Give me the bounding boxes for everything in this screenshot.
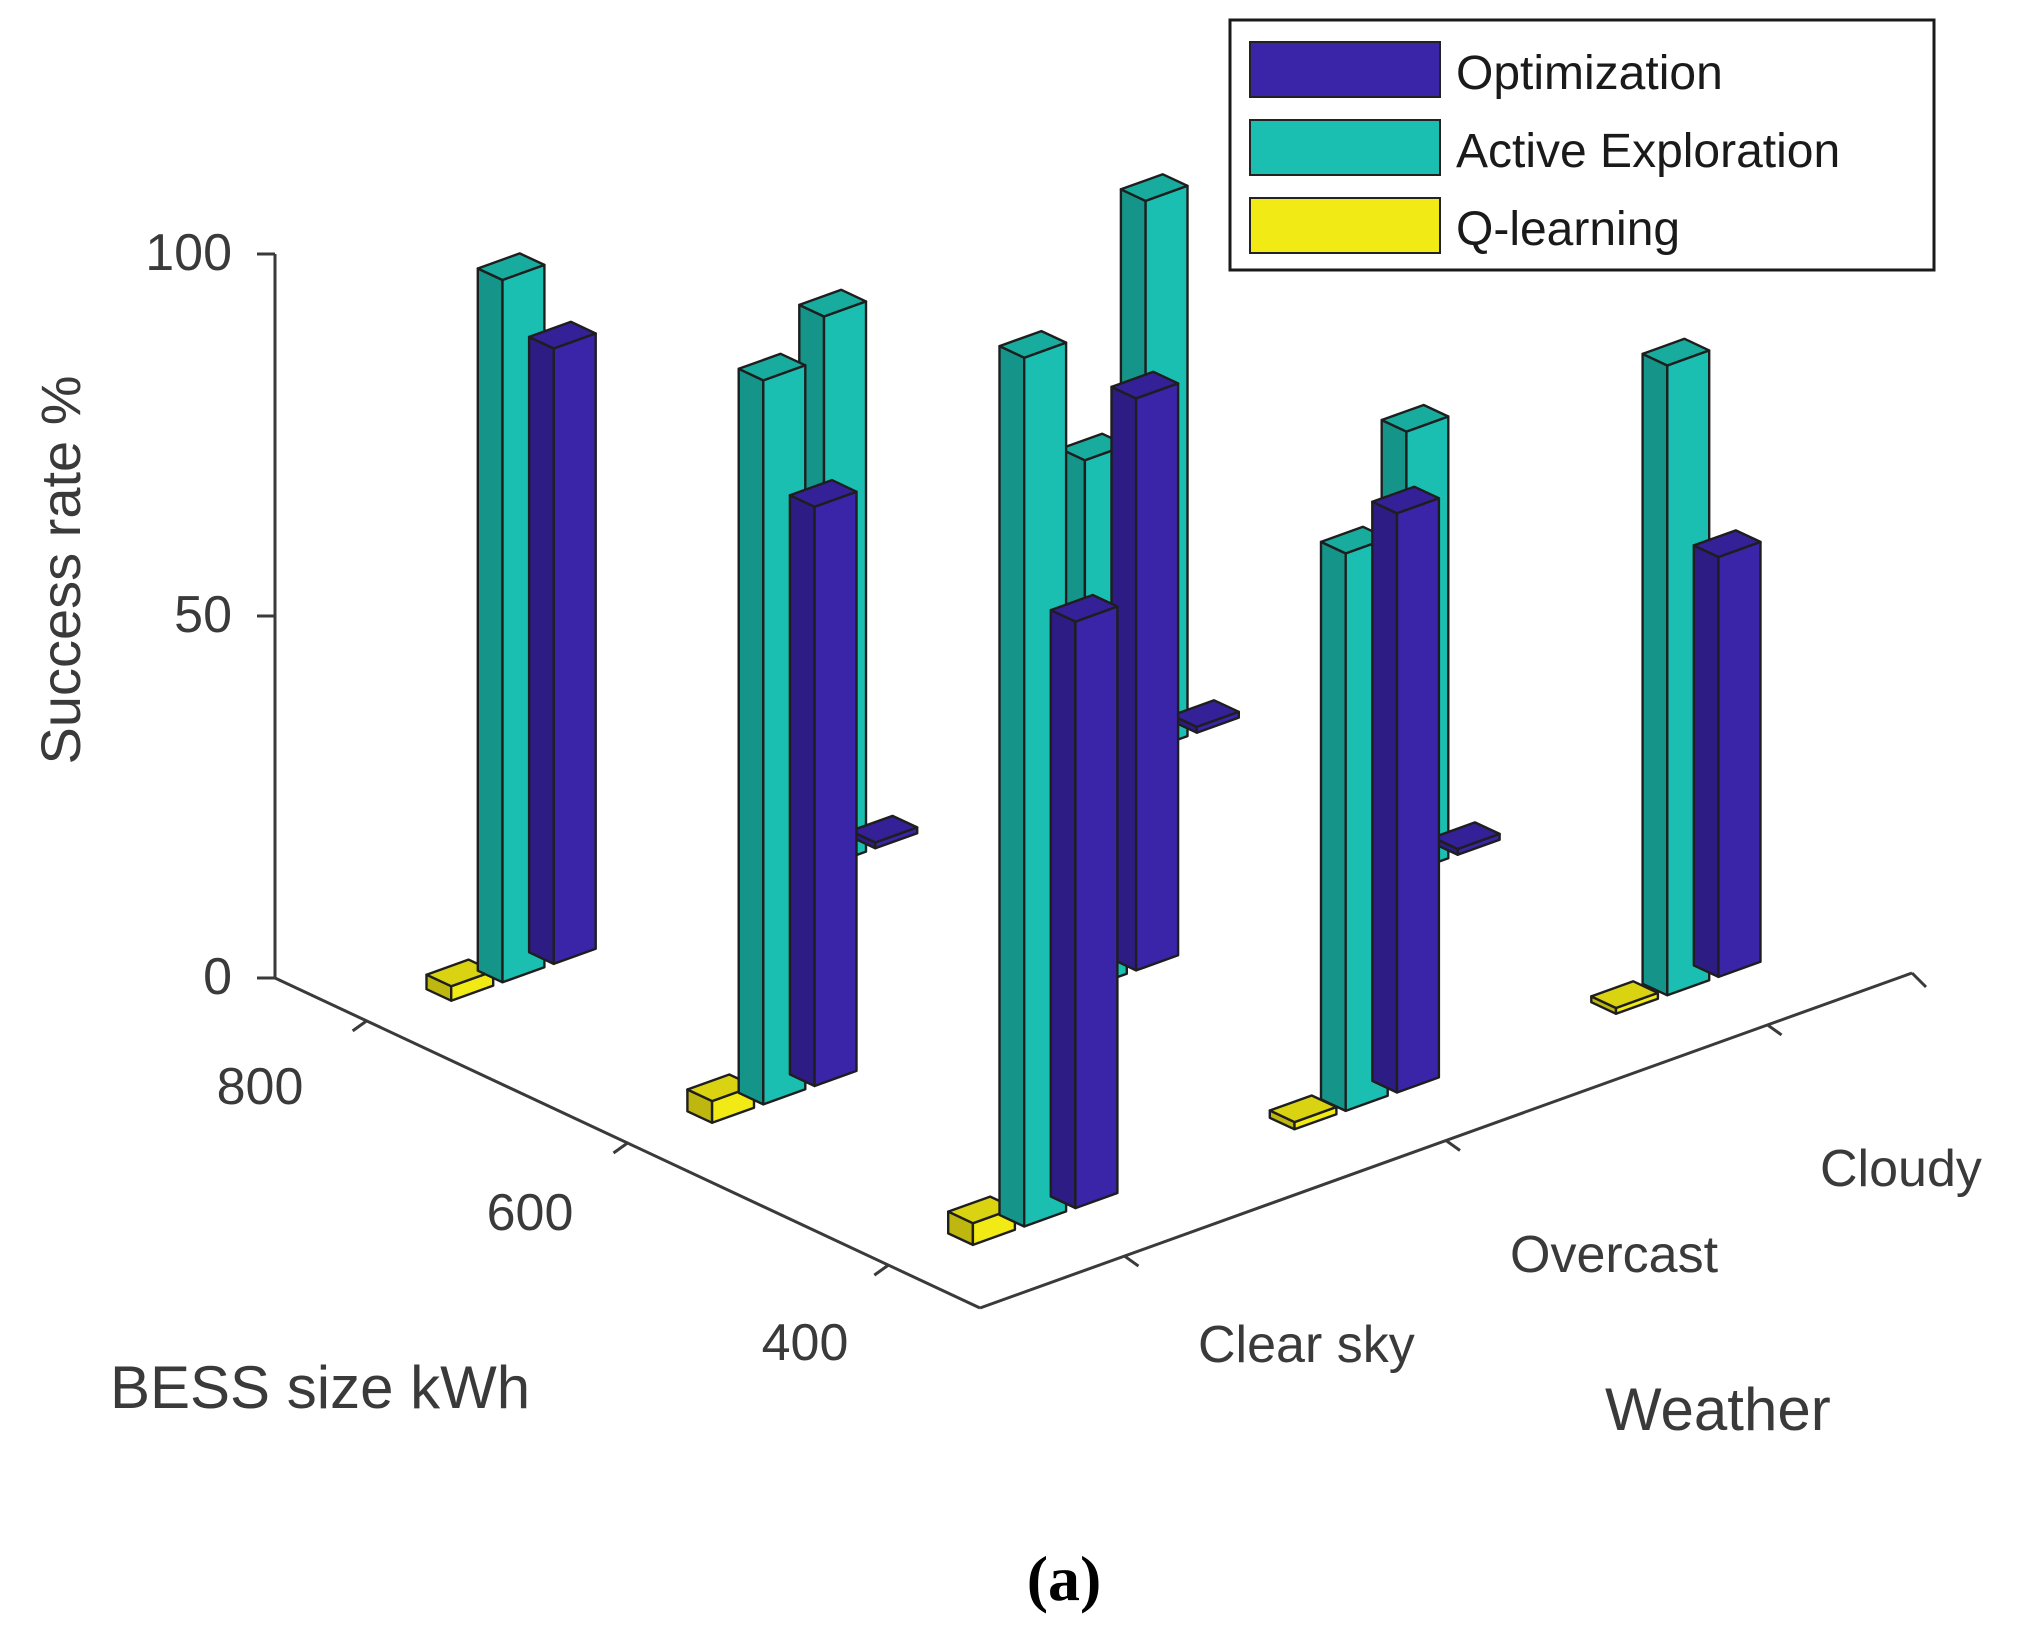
bar-top-face xyxy=(1590,980,1660,1010)
bar-top-face xyxy=(527,320,597,350)
weather-tick-label-clear-sky: Clear sky xyxy=(1198,1316,1415,1374)
bar-front-face xyxy=(1717,540,1762,979)
bar-side-face xyxy=(788,494,816,1088)
bar-optimization-bess-400-cloudy xyxy=(1692,529,1762,979)
legend-label-optimization: Optimization xyxy=(1456,47,1723,100)
bar-front-face xyxy=(1074,605,1119,1210)
weather-tick-label-overcast: Overcast xyxy=(1510,1226,1719,1284)
bar-side-face xyxy=(1692,544,1720,979)
bar-side-face xyxy=(527,335,555,966)
bars-layer xyxy=(425,173,1762,1247)
bar-top-face xyxy=(1641,337,1711,367)
z-axis-label: Success rate % xyxy=(29,375,92,764)
z-tick-label-50: 50 xyxy=(174,586,232,644)
weather-tick-2 xyxy=(1766,1023,1783,1037)
bar-top-face xyxy=(1371,485,1441,515)
bar-top-face xyxy=(476,252,546,282)
bar-top-face xyxy=(1170,699,1241,729)
figure-caption: (a) xyxy=(1027,1543,1102,1614)
bar-optimization-bess-400-clear-sky xyxy=(1049,593,1119,1210)
bar-top-face xyxy=(1380,403,1450,433)
bar-top-face xyxy=(849,814,919,844)
z-tick-label-0: 0 xyxy=(203,948,232,1006)
bess-tick-400 xyxy=(873,1263,890,1277)
weather-axis-end-tick xyxy=(1910,971,1928,989)
bar-optimization-bess-400-overcast xyxy=(1371,485,1441,1094)
bar-front-face xyxy=(552,332,597,966)
weather-axis-label: Weather xyxy=(1605,1376,1831,1443)
bar-side-face xyxy=(1371,500,1399,1094)
bess-tick-600 xyxy=(612,1141,629,1155)
bar-optimization-bess-800-overcast xyxy=(849,814,919,850)
bar-front-face xyxy=(813,490,858,1088)
bar-optimization-bess-600-clear-sky xyxy=(788,478,858,1088)
bar-top-face xyxy=(1431,821,1501,851)
weather-tick-label-cloudy: Cloudy xyxy=(1820,1140,1982,1198)
bar-q-learning-bess-400-overcast xyxy=(1268,1094,1338,1131)
bar-optimization-bess-800-cloudy xyxy=(1170,699,1241,734)
weather-tick-0 xyxy=(1123,1254,1140,1268)
z-tick-label-100: 100 xyxy=(145,224,232,282)
bess-axis-label: BESS size kWh xyxy=(110,1354,530,1421)
bar-top-face xyxy=(1119,173,1189,203)
bar-side-face xyxy=(476,267,504,984)
bar-top-face xyxy=(1110,370,1180,400)
legend-swatch-active-exploration xyxy=(1249,119,1441,176)
legend: Optimization Active Exploration Q-learni… xyxy=(1228,18,1936,272)
bar-top-face xyxy=(798,288,868,318)
bess-tick-label-400: 400 xyxy=(762,1314,849,1372)
bar-front-face xyxy=(1395,497,1441,1094)
bar-side-face xyxy=(998,344,1026,1228)
bar-optimization-bess-600-overcast xyxy=(1110,370,1180,972)
bar-top-face xyxy=(998,329,1068,359)
bar-top-face xyxy=(737,352,807,382)
bess-tick-800 xyxy=(351,1019,368,1033)
bess-tick-label-800: 800 xyxy=(217,1058,304,1116)
bar-front-face xyxy=(1134,382,1180,972)
bar-top-face xyxy=(1692,529,1762,559)
weather-tick-1 xyxy=(1445,1139,1461,1152)
bar-side-face xyxy=(1641,352,1669,997)
legend-label-active-exploration: Active Exploration xyxy=(1456,125,1840,178)
bar-side-face xyxy=(737,367,765,1106)
axes-layer xyxy=(257,252,1928,1310)
bar-side-face xyxy=(1049,608,1077,1210)
legend-swatch-q-learning xyxy=(1249,197,1441,254)
bar-q-learning-bess-400-cloudy xyxy=(1590,980,1660,1015)
bess-tick-label-600: 600 xyxy=(487,1184,574,1242)
bar-top-face xyxy=(1049,593,1119,623)
bar-top-face xyxy=(788,478,858,508)
legend-swatch-optimization xyxy=(1249,41,1441,98)
legend-label-q-learning: Q-learning xyxy=(1456,203,1680,256)
bar-side-face xyxy=(1319,540,1347,1113)
bar-optimization-bess-800-clear-sky xyxy=(527,320,597,966)
